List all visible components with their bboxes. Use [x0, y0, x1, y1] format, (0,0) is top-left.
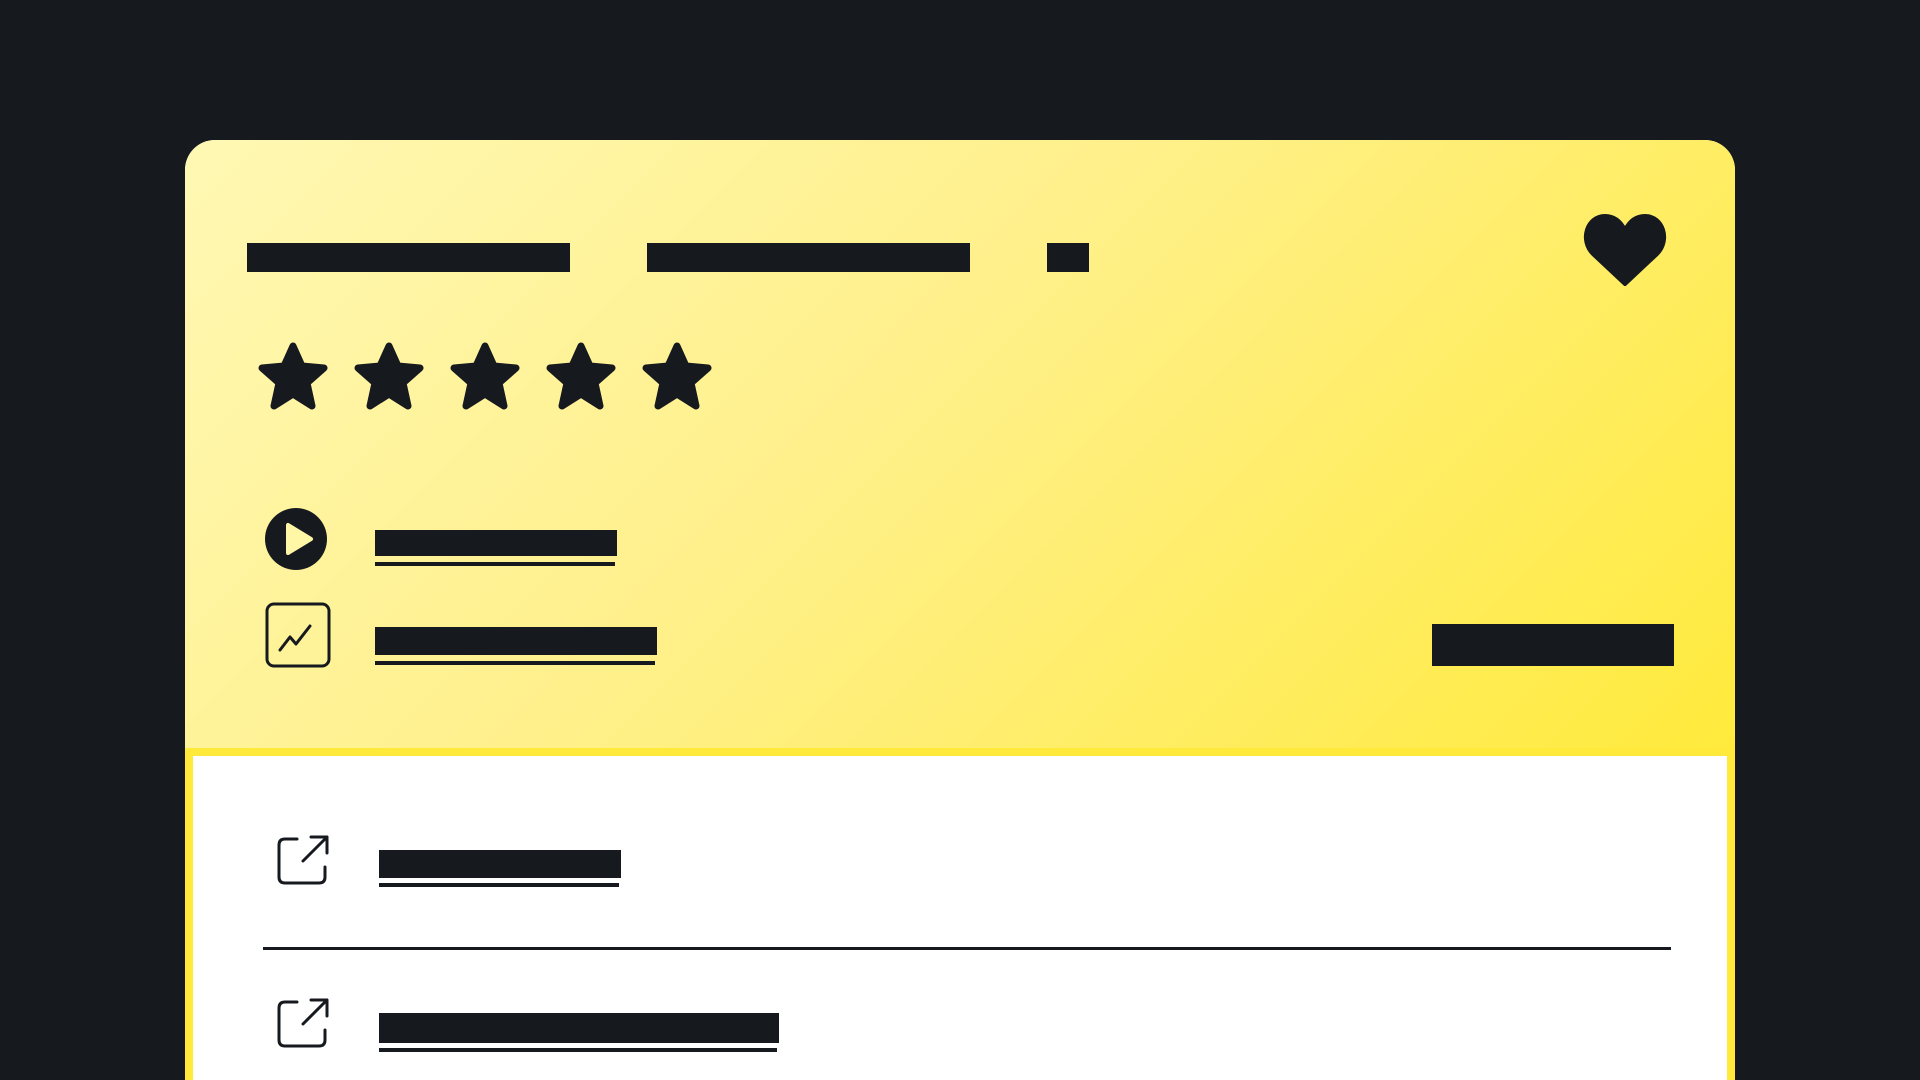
- heart-icon[interactable]: [1583, 210, 1667, 288]
- links-panel: [185, 748, 1735, 1080]
- star-icon[interactable]: [351, 340, 427, 416]
- links-divider: [263, 947, 1671, 950]
- link-1-label: [379, 850, 621, 878]
- link-item-1[interactable]: [275, 833, 695, 893]
- action-chart-underline: [375, 661, 655, 665]
- title-segment-2: [647, 243, 970, 272]
- action-play[interactable]: [265, 508, 745, 578]
- side-badge[interactable]: [1432, 624, 1674, 666]
- external-link-icon: [277, 998, 329, 1048]
- card-header-panel: [185, 140, 1735, 748]
- action-play-underline: [375, 562, 615, 566]
- action-chart[interactable]: [265, 602, 765, 680]
- detail-card: [185, 140, 1735, 1080]
- link-2-label: [379, 1013, 779, 1043]
- play-circle-icon: [265, 508, 327, 570]
- action-play-label: [375, 530, 617, 556]
- star-rating[interactable]: [255, 340, 715, 416]
- star-icon[interactable]: [255, 340, 331, 416]
- star-icon[interactable]: [447, 340, 523, 416]
- link-2-underline: [379, 1048, 777, 1052]
- action-chart-label: [375, 627, 657, 655]
- link-1-underline: [379, 883, 619, 887]
- star-icon[interactable]: [543, 340, 619, 416]
- title-segment-3: [1047, 243, 1089, 272]
- title-segment-1: [247, 243, 570, 272]
- external-link-icon: [277, 835, 329, 885]
- link-item-2[interactable]: [275, 996, 795, 1056]
- star-icon[interactable]: [639, 340, 715, 416]
- chart-line-icon: [265, 602, 331, 668]
